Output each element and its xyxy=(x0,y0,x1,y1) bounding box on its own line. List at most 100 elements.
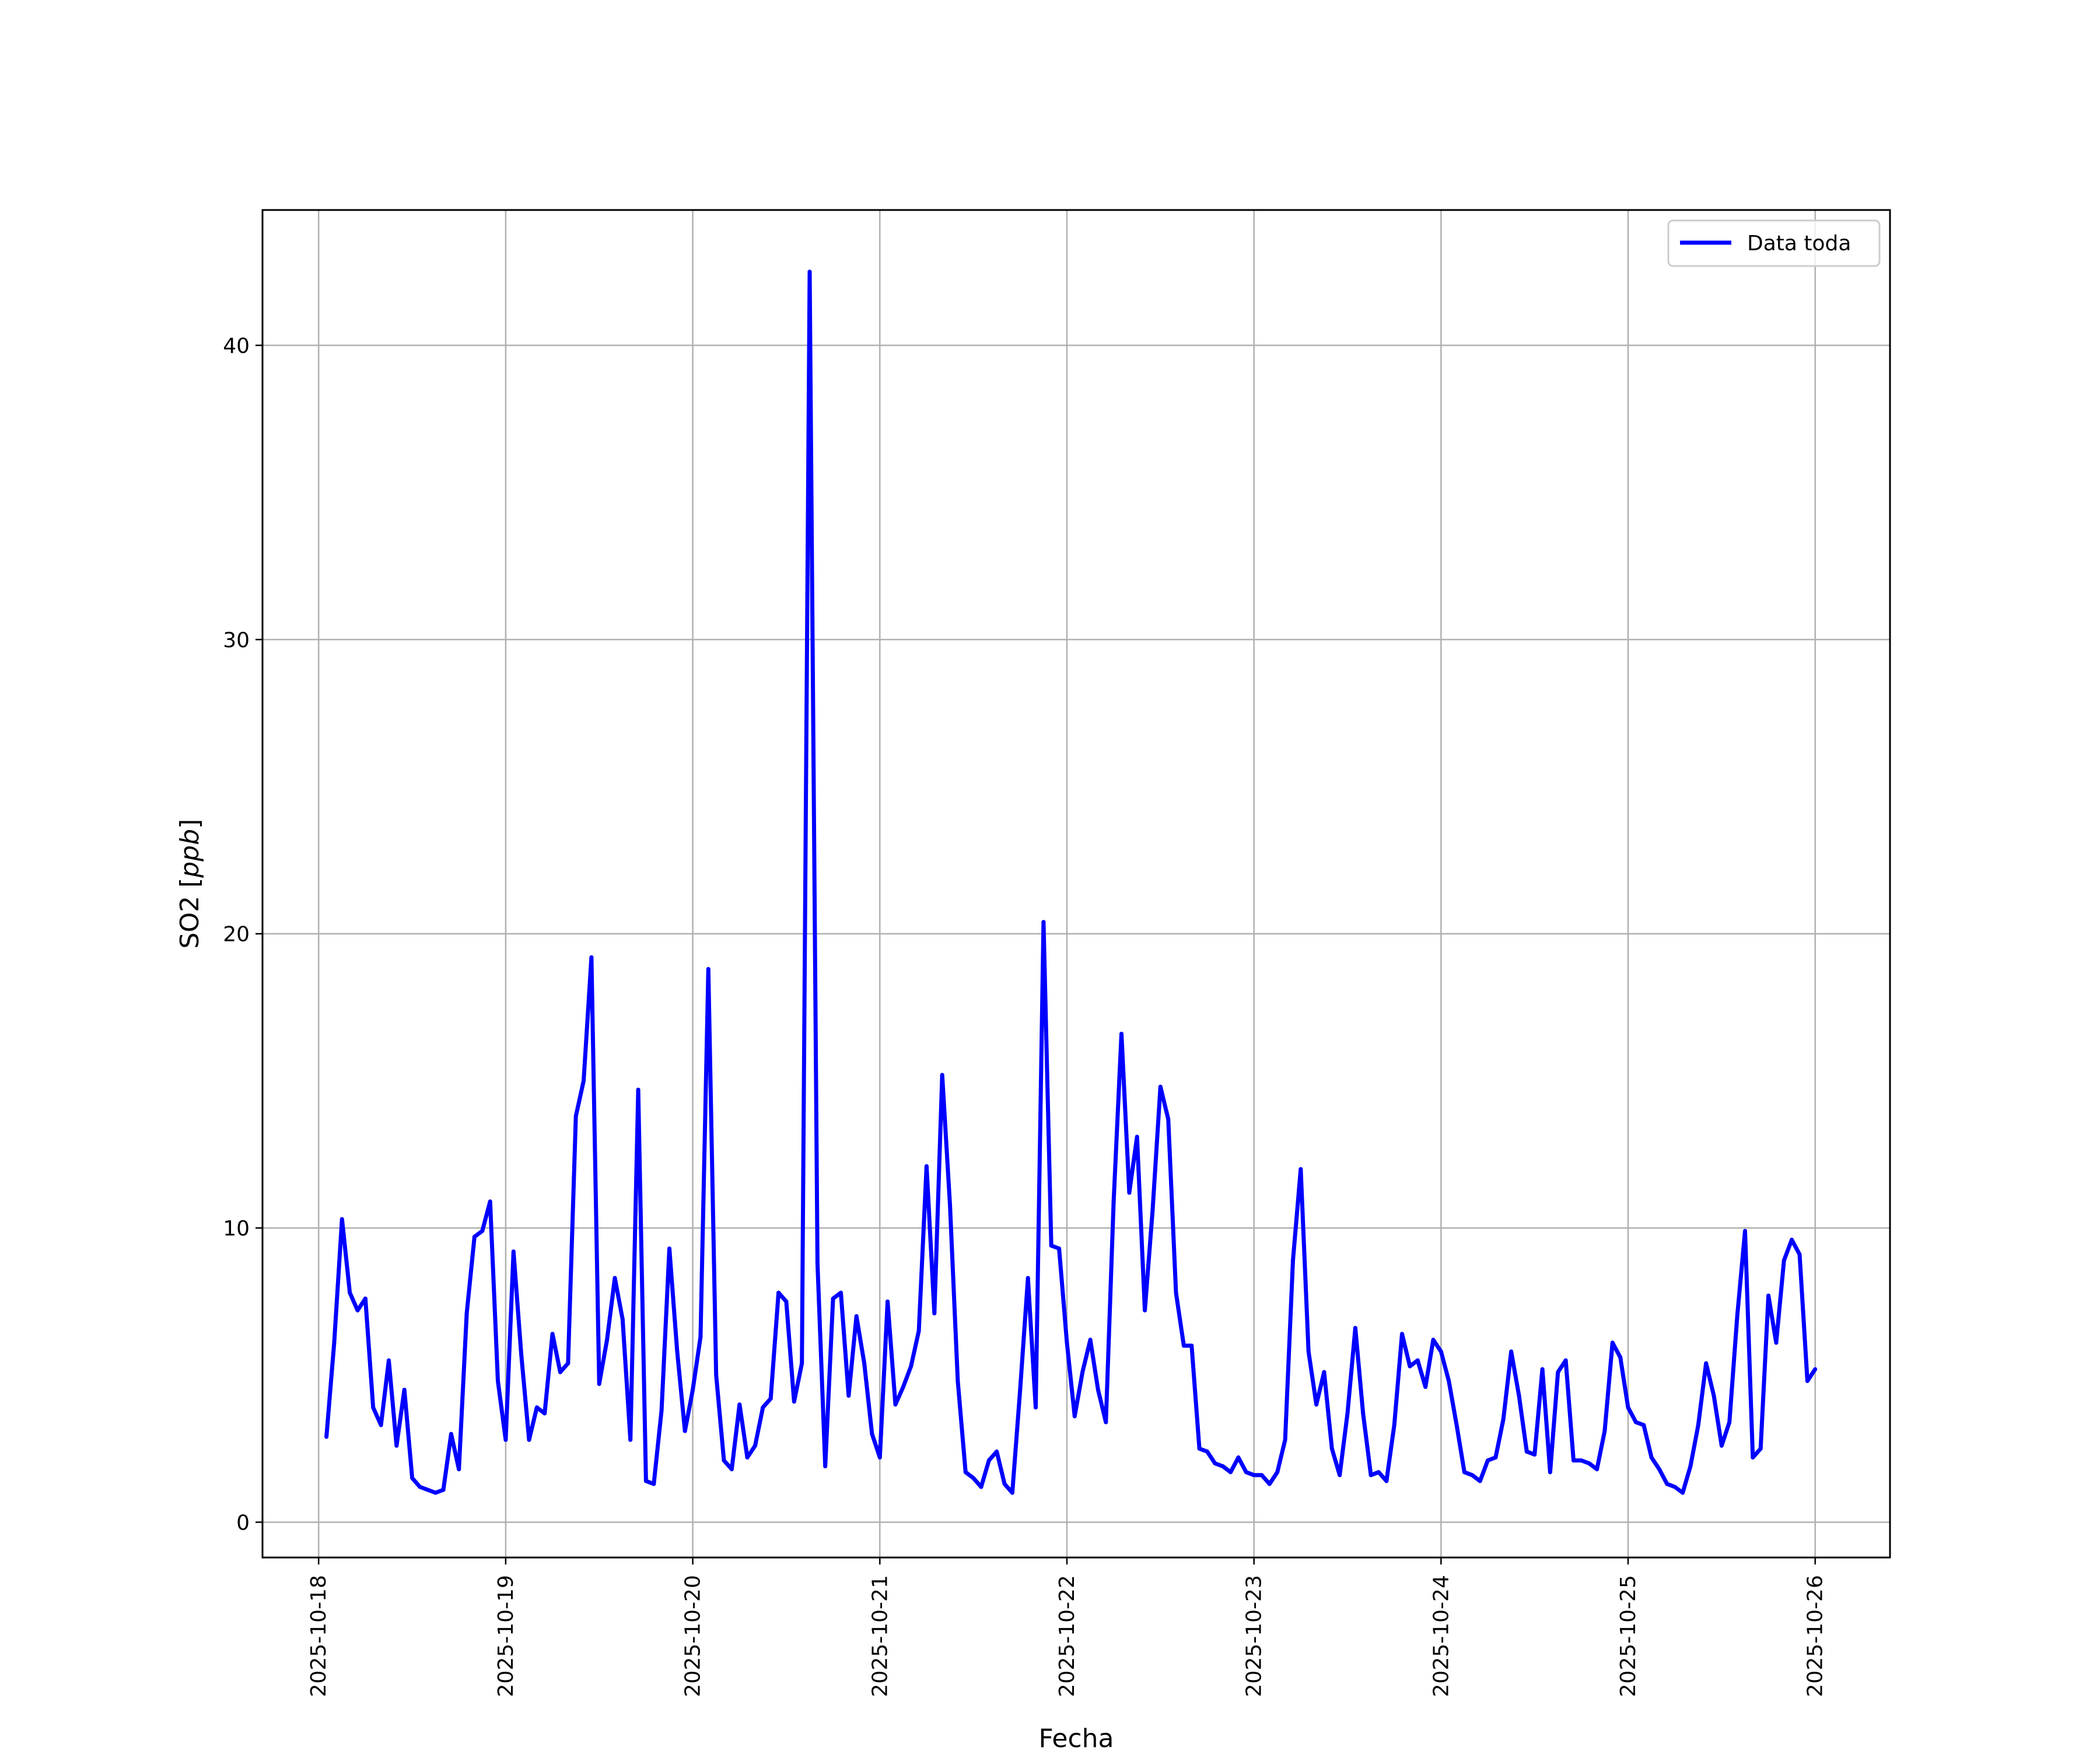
data-point xyxy=(995,1449,999,1454)
plot-frame xyxy=(261,209,1891,1559)
data-point xyxy=(1072,1414,1077,1419)
data-point xyxy=(877,1455,882,1460)
data-point xyxy=(1143,1308,1147,1312)
data-point xyxy=(1166,1117,1171,1121)
data-point xyxy=(682,1429,687,1433)
data-point xyxy=(1782,1258,1786,1263)
data-point xyxy=(1041,920,1046,925)
data-point xyxy=(1002,1482,1007,1486)
data-point xyxy=(1672,1485,1677,1489)
data-point xyxy=(402,1388,407,1392)
data-point xyxy=(1572,1458,1576,1463)
data-point xyxy=(472,1234,477,1239)
data-point xyxy=(870,1432,874,1436)
data-point xyxy=(963,1470,968,1475)
data-point xyxy=(1080,1370,1085,1374)
legend: Data toda xyxy=(1667,219,1881,267)
data-point xyxy=(1088,1338,1093,1342)
y-tick-label: 40 xyxy=(223,334,250,358)
data-point xyxy=(940,1073,944,1077)
y-tick-label: 30 xyxy=(223,628,250,652)
data-point xyxy=(831,1296,835,1301)
data-point xyxy=(1104,1420,1108,1424)
data-point xyxy=(1548,1470,1552,1475)
data-point xyxy=(503,1437,508,1442)
data-point xyxy=(1743,1228,1747,1233)
data-point xyxy=(1579,1458,1584,1463)
data-point xyxy=(433,1490,438,1495)
data-point xyxy=(534,1405,539,1410)
data-point xyxy=(706,967,710,971)
data-point xyxy=(1158,1084,1163,1089)
data-point xyxy=(1486,1458,1490,1463)
data-point xyxy=(1228,1470,1233,1475)
data-point xyxy=(1034,1405,1038,1410)
data-point xyxy=(1556,1370,1560,1374)
data-point xyxy=(1197,1446,1202,1451)
x-tick-label: 2025-10-26 xyxy=(1804,1575,1828,1697)
data-point xyxy=(1415,1358,1420,1363)
data-point xyxy=(1298,1167,1303,1171)
data-point xyxy=(652,1482,656,1486)
data-point xyxy=(667,1246,671,1251)
data-point xyxy=(1283,1437,1287,1442)
data-point xyxy=(1766,1293,1771,1298)
data-point xyxy=(1408,1364,1412,1368)
data-point xyxy=(1236,1455,1241,1460)
data-point xyxy=(1797,1252,1802,1256)
data-point xyxy=(854,1314,859,1318)
data-point xyxy=(464,1311,469,1315)
data-point xyxy=(582,1079,586,1083)
data-point xyxy=(1470,1473,1475,1478)
data-point xyxy=(1493,1455,1498,1460)
x-tick-label: 2025-10-19 xyxy=(494,1575,518,1697)
data-point xyxy=(542,1411,547,1416)
data-point xyxy=(839,1290,843,1295)
data-point xyxy=(387,1358,391,1363)
data-point xyxy=(457,1467,461,1472)
data-point xyxy=(948,1202,952,1207)
data-point xyxy=(1049,1243,1054,1248)
data-point xyxy=(1696,1423,1700,1427)
data-point xyxy=(1454,1423,1459,1427)
data-point xyxy=(1127,1191,1132,1195)
data-point xyxy=(558,1370,562,1374)
data-point xyxy=(1306,1349,1311,1354)
data-point xyxy=(1353,1326,1357,1331)
data-point xyxy=(394,1443,399,1448)
data-point xyxy=(1626,1405,1630,1410)
y-axis-ticks: 0 10 20 30 40 xyxy=(223,334,262,1535)
data-point xyxy=(620,1317,625,1321)
data-point xyxy=(916,1329,921,1334)
data-point xyxy=(909,1364,914,1368)
data-point xyxy=(1688,1464,1693,1469)
data-point xyxy=(862,1361,867,1366)
data-point xyxy=(1329,1446,1334,1451)
data-point xyxy=(729,1467,734,1472)
data-point xyxy=(1423,1385,1428,1389)
data-point xyxy=(893,1402,898,1407)
data-point xyxy=(1431,1338,1436,1342)
data-point xyxy=(1400,1332,1404,1336)
data-point xyxy=(1291,1258,1295,1263)
data-point xyxy=(1642,1423,1646,1427)
data-point xyxy=(901,1385,905,1389)
data-point xyxy=(1501,1417,1506,1422)
data-point xyxy=(636,1087,640,1092)
data-point xyxy=(480,1228,485,1233)
data-point xyxy=(1314,1402,1319,1407)
data-point xyxy=(1338,1473,1342,1478)
data-point xyxy=(496,1378,500,1383)
data-point xyxy=(1633,1420,1638,1424)
data-point xyxy=(1813,1367,1818,1371)
data-point xyxy=(425,1488,430,1492)
data-point xyxy=(566,1361,570,1366)
data-point xyxy=(1096,1388,1100,1392)
data-point xyxy=(511,1250,516,1254)
y-tick-label: 0 xyxy=(236,1511,250,1535)
data-point xyxy=(1517,1394,1521,1398)
data-point xyxy=(737,1402,742,1407)
data-point xyxy=(1259,1473,1264,1478)
data-point xyxy=(1509,1349,1514,1354)
